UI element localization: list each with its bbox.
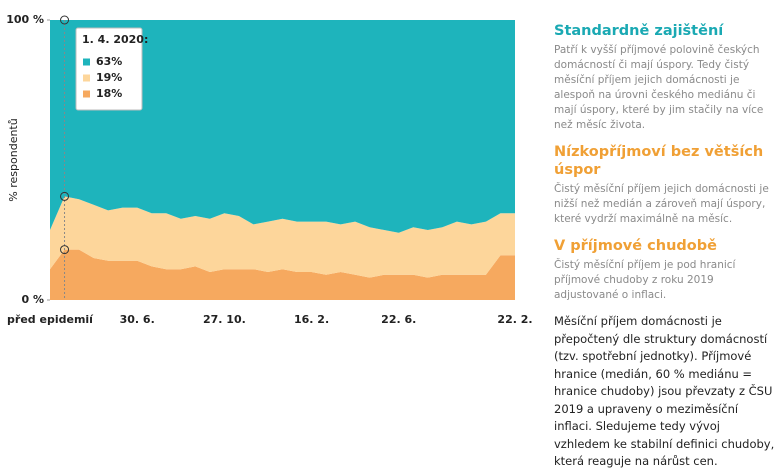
x-tick-label: 27. 10. (203, 313, 246, 326)
tooltip-label: 19% (96, 71, 122, 84)
page: % respondentů 0 % 100 % před epidemií 30. 6… (6, 13, 775, 468)
legend-heading: V příjmové chudobě (554, 238, 717, 254)
hover-point (60, 15, 70, 25)
legend-heading: Standardně zajištění (554, 23, 724, 39)
tooltip-swatch (83, 58, 90, 66)
legend-heading: Nízkopříjmoví bez větších úspor (554, 144, 764, 178)
x-tick-label: 16. 2. (294, 313, 329, 326)
tooltip-swatch (83, 90, 90, 98)
hover-point (60, 191, 70, 201)
note: Měsíční příjem domácnosti je přepočtený … (554, 314, 775, 468)
x-tick-label: 22. 6. (381, 313, 416, 326)
y-axis-label: % respondentů (7, 118, 20, 201)
x-tick-label: před epidemií (7, 313, 94, 326)
y-tick-label: 100 % (6, 13, 44, 26)
tooltip-box (75, 27, 143, 111)
sidebar: Standardně zajištění Patří k vyšší příjmo… (554, 22, 776, 471)
x-tick-label: 22. 2. (497, 313, 532, 326)
tooltip-swatch (83, 74, 90, 82)
legend-description: Patří k vyšší příjmové polovině českých … (554, 44, 764, 131)
area (50, 196, 515, 278)
y-tick-label: 0 % (21, 293, 44, 306)
legend-description: Čistý měsíční příjem jejich domácnosti j… (554, 183, 769, 225)
chart: % respondentů 0 % 100 % před epidemií 30. 6… (6, 13, 532, 326)
hover-point (60, 245, 70, 255)
area (50, 20, 515, 233)
tooltip-title: 1. 4. 2020: (82, 33, 148, 46)
x-tick-label: 30. 6. (120, 313, 155, 326)
area (50, 249, 515, 300)
tooltip-label: 18% (96, 87, 122, 100)
legend-description: Čistý měsíční příjem je pod hranicí příj… (554, 259, 736, 301)
tooltip-label: 63% (96, 55, 122, 68)
